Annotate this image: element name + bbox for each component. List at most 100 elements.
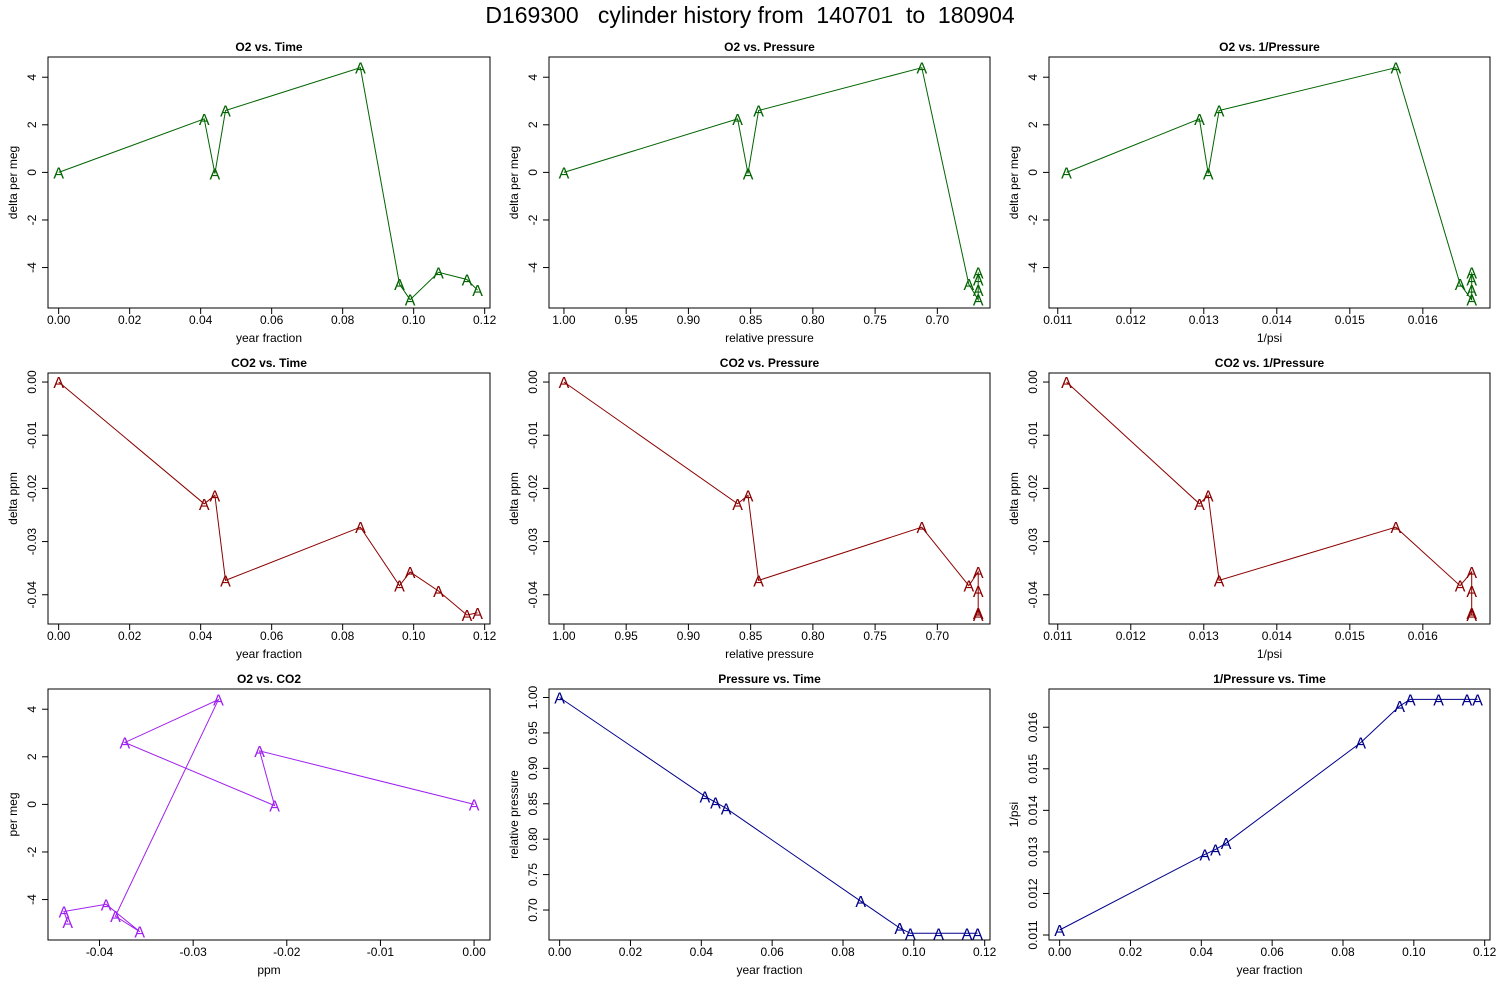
data-point-marker: A [405,293,416,310]
y-tick-label: 0.00 [526,370,540,394]
data-point-marker: A [916,61,927,78]
x-tick-label: 0.016 [1408,629,1438,643]
data-point-marker: A [394,579,405,596]
data-point-marker: A [1054,923,1065,940]
chart-title: O2 vs. CO2 [237,672,301,686]
x-axis-label: year fraction [1236,963,1302,977]
data-point-marker: A [355,520,366,537]
chart-title: CO2 vs. Pressure [720,356,820,370]
plot-frame [1048,372,1491,625]
plot-frame [47,372,491,625]
chart-panel: O2 vs. Time 0.00 0.02 0.04 0.06 0.08 0.10 0.12 -… [6,40,497,345]
plot-frame [47,56,491,309]
x-tick-label: 0.011 [1043,629,1072,643]
x-tick-label: 0.95 [614,629,638,643]
x-tick-label: 0.013 [1189,629,1219,643]
x-tick-label: 0.12 [473,629,497,643]
data-point-marker: A [1210,842,1221,859]
x-tick-label: 0.00 [47,313,71,327]
x-tick-label: 0.12 [973,945,997,959]
x-tick-label: 0.75 [863,313,887,327]
y-tick-label: 4 [25,74,39,81]
data-point-marker: A [894,921,905,938]
data-point-marker: A [210,488,221,505]
y-tick-label: -2 [25,846,39,857]
y-tick-label: -0.03 [25,528,39,556]
data-point-marker: A [973,608,984,625]
x-tick-label: 1.00 [552,313,576,327]
y-tick-label: 0 [1026,169,1040,176]
data-point-marker: A [462,608,473,625]
x-tick-label: 0.00 [1048,945,1072,959]
x-axis-label: relative pressure [725,647,814,661]
data-point-marker: A [59,904,70,921]
x-tick-label: 0.013 [1189,313,1219,327]
y-tick-label: 2 [25,753,39,760]
x-tick-label: 0.012 [1116,629,1146,643]
data-point-marker: A [472,606,483,623]
data-point-marker: A [1466,272,1477,289]
data-point-marker: A [855,894,866,911]
data-point-marker: A [199,112,210,129]
y-tick-label: 0.90 [526,756,540,780]
chart-title: 1/Pressure vs. Time [1213,672,1326,686]
plot-frame [1048,688,1491,941]
y-tick-label: -2 [25,214,39,225]
x-tick-label: 0.011 [1043,313,1072,327]
y-axis-label: per meg [6,792,20,836]
chart-panel: CO2 vs. Pressure 1.00 0.95 0.90 0.85 0.80 0.75… [507,356,991,661]
plot-frame [47,688,491,941]
data-point-marker: A [973,565,984,582]
data-point-marker: A [1203,167,1214,184]
data-point-marker: A [433,584,444,601]
y-tick-label: 0.95 [526,721,540,745]
data-point-marker: A [462,272,473,289]
y-tick-label: 0.012 [1026,878,1040,908]
data-point-marker: A [394,277,405,294]
data-point-marker: A [559,165,570,182]
data-point-marker: A [964,579,975,596]
x-tick-label: 0.90 [677,629,701,643]
chart-panel: 1/Pressure vs. Time 0.00 0.02 0.04 0.06 0.08 0… [1007,672,1497,977]
y-tick-label: 0.015 [1026,753,1040,783]
data-point-marker: A [405,565,416,582]
x-axis-label: ppm [257,963,280,977]
data-point-marker: A [269,799,280,816]
data-point-marker: A [973,584,984,601]
x-tick-label: 0.00 [462,945,486,959]
y-axis-label: 1/psi [1007,802,1021,827]
y-tick-label: -0.01 [526,421,540,449]
y-tick-label: -0.03 [1026,528,1040,556]
chart-panel: CO2 vs. 1/Pressure 0.011 0.012 0.013 0.014 0.… [1007,356,1491,661]
data-point-marker: A [1355,736,1366,753]
x-tick-label: -0.04 [86,945,114,959]
y-tick-label: -4 [25,262,39,273]
y-tick-label: -4 [1026,262,1040,273]
x-axis-label: year fraction [736,963,802,977]
x-tick-label: 0.06 [260,629,284,643]
data-point-marker: A [973,606,984,623]
data-point-marker: A [1466,584,1477,601]
y-tick-label: -0.04 [1026,581,1040,609]
data-point-marker: A [119,736,130,753]
x-tick-label: 0.08 [1331,945,1355,959]
y-tick-label: 0.016 [1026,712,1040,742]
data-point-marker: A [973,293,984,310]
y-tick-label: 0.75 [526,863,540,887]
data-point-marker: A [53,165,64,182]
y-tick-label: -0.04 [25,581,39,609]
series-line [58,67,478,301]
data-point-marker: A [110,909,121,926]
data-point-marker: A [916,520,927,537]
x-tick-label: 0.08 [831,945,855,959]
y-tick-label: 0.013 [1026,837,1040,867]
x-tick-label: 0.015 [1335,629,1365,643]
x-tick-label: 0.10 [902,945,926,959]
data-point-marker: A [1390,61,1401,78]
x-tick-label: 0.08 [331,629,355,643]
y-tick-label: -2 [1026,214,1040,225]
x-tick-label: 0.06 [1260,945,1284,959]
data-point-marker: A [743,167,754,184]
x-tick-label: 0.02 [118,629,142,643]
